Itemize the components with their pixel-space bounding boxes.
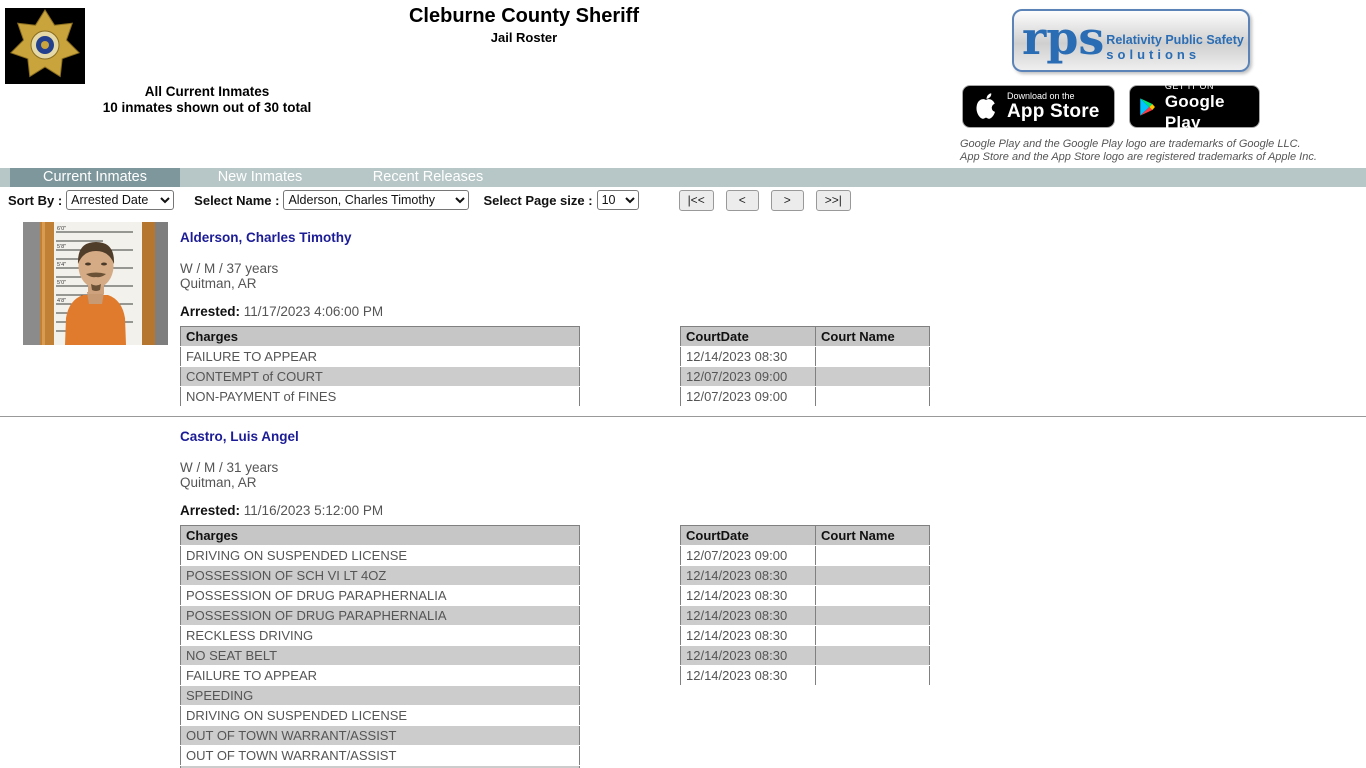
summary-line2: 10 inmates shown out of 30 total	[102, 100, 312, 115]
arrested-datetime: 11/17/2023 4:06:00 PM	[243, 304, 384, 319]
court-date-row: 12/14/2023 08:30	[680, 625, 930, 646]
google-play-line1: GET IT ON	[1164, 80, 1215, 91]
charges-header: Charges	[180, 326, 580, 347]
rps-logo: rps Relativity Public Safety solutions	[1012, 9, 1250, 72]
svg-text:6'0": 6'0"	[57, 226, 66, 232]
inmate-list: 6'0" 5'8" 5'4" 5'0" 4'8" Alderson, C	[0, 218, 1366, 768]
google-play-icon	[1140, 97, 1155, 116]
app-store-badge[interactable]: Download on the App Store	[962, 85, 1115, 128]
court-date-row: 12/14/2023 08:30	[680, 585, 930, 606]
court-date-row: 12/07/2023 09:00	[680, 366, 930, 387]
google-play-badge[interactable]: GET IT ON Google Play	[1129, 81, 1260, 132]
charge-row: DRIVING ON SUSPENDED LICENSE	[180, 545, 580, 566]
charges-header: Charges	[180, 525, 580, 546]
charge-row: OUT OF TOWN WARRANT/ASSIST	[180, 725, 580, 746]
svg-text:5'4": 5'4"	[57, 262, 66, 268]
sheriff-star-icon	[5, 8, 85, 84]
svg-text:5'8": 5'8"	[57, 244, 66, 250]
charge-row: POSSESSION OF SCH VI LT 4OZ	[180, 565, 580, 586]
court-date-row: 12/14/2023 08:30	[680, 645, 930, 666]
charge-row: NON-PAYMENT of FINES	[180, 386, 580, 407]
rps-brand-text: rps	[1022, 10, 1105, 65]
tab-current-inmates[interactable]: Current Inmates	[10, 168, 180, 187]
charge-row: FAILURE TO APPEAR	[180, 665, 580, 686]
charge-row: CONTEMPT of COURT	[180, 366, 580, 387]
rps-tagline1: Relativity Public Safety	[1106, 33, 1244, 47]
roster-summary: All Current Inmates 10 inmates shown out…	[0, 84, 414, 116]
charge-row: POSSESSION OF DRUG PARAPHERNALIA	[180, 585, 580, 606]
charge-row: RECKLESS DRIVING	[180, 625, 580, 646]
select-name-select[interactable]: Alderson, Charles Timothy	[283, 190, 470, 210]
first-page-button[interactable]: |<<	[678, 189, 714, 211]
page-subtitle: Jail Roster	[490, 30, 558, 45]
court-date-row: 12/07/2023 09:00	[680, 545, 930, 566]
trademark-disclaimer: Google Play and the Google Play logo are…	[960, 138, 1320, 163]
court-date-row: 12/14/2023 08:30	[680, 565, 930, 586]
charges-table: Charges FAILURE TO APPEAR CONTEMPT of COU…	[180, 326, 580, 407]
court-date-row: 12/14/2023 08:30	[680, 665, 930, 686]
inmate-section: 6'0"5'8" 5'4"5'0" 4'8" Castro, Lui	[0, 416, 1366, 768]
svg-text:4'8": 4'8"	[57, 298, 66, 304]
tab-recent-releases[interactable]: Recent Releases	[372, 169, 484, 185]
app-store-line1: Download on the	[1007, 91, 1075, 101]
charge-row: FAILURE TO APPEAR	[180, 346, 580, 367]
inmate-demographics: W / M / 37 years	[180, 261, 279, 276]
select-name-label: Select Name :	[194, 192, 280, 208]
charge-row: POSSESSION OF METH OR COCAINE GT 2GM BUT…	[180, 765, 580, 768]
court-date-row: 12/14/2023 08:30	[680, 605, 930, 626]
store-badges: Download on the App Store GET IT ON Goog…	[962, 81, 1260, 132]
sort-by-label: Sort By :	[8, 192, 63, 208]
page-title: Cleburne County Sheriff	[408, 5, 639, 27]
inmate-section: 6'0" 5'8" 5'4" 5'0" 4'8" Alderson, C	[0, 218, 1366, 416]
arrested-label: Arrested:	[180, 503, 241, 518]
mugshot-photo: 6'0" 5'8" 5'4" 5'0" 4'8"	[23, 222, 168, 345]
roster-controls: Sort By : Arrested Date Select Name : Al…	[8, 189, 851, 211]
arrested-datetime: 11/16/2023 5:12:00 PM	[243, 503, 384, 518]
arrested-label: Arrested:	[180, 304, 241, 319]
next-page-button[interactable]: >	[770, 189, 804, 211]
inmate-name-link[interactable]: Castro, Luis Angel	[180, 429, 299, 444]
court-date-row: 12/07/2023 09:00	[680, 386, 930, 407]
apple-icon	[976, 92, 999, 119]
charge-row: OUT OF TOWN WARRANT/ASSIST	[180, 745, 580, 766]
prev-page-button[interactable]: <	[725, 189, 759, 211]
pagination: |<< < > >>|	[678, 189, 851, 211]
nav-bar: Current Inmates New Inmates Recent Relea…	[0, 168, 1366, 187]
page-size-select[interactable]: 10	[596, 190, 639, 210]
charges-table: Charges DRIVING ON SUSPENDED LICENSE POSS…	[180, 525, 580, 768]
page-size-label: Select Page size :	[483, 192, 593, 208]
inmate-city: Quitman, AR	[180, 276, 257, 291]
court-dates-table: CourtDate Court Name 12/14/2023 08:30 12/…	[680, 326, 930, 407]
court-dates-table: CourtDate Court Name 12/07/2023 09:00 12/…	[680, 525, 930, 686]
court-date-row: 12/14/2023 08:30	[680, 346, 930, 367]
rps-tagline2: solutions	[1106, 47, 1201, 62]
disclaimer-line1: Google Play and the Google Play logo are…	[960, 138, 1301, 150]
svg-text:5'0": 5'0"	[57, 280, 66, 286]
court-date-header: CourtDate	[680, 525, 816, 546]
mugshot-image: 6'0" 5'8" 5'4" 5'0" 4'8"	[23, 222, 168, 345]
inmate-name-link[interactable]: Alderson, Charles Timothy	[180, 230, 352, 245]
summary-line1: All Current Inmates	[144, 84, 270, 99]
court-name-header: Court Name	[815, 525, 930, 546]
charge-row: SPEEDING	[180, 685, 580, 706]
google-play-line2: Google Play	[1164, 91, 1225, 132]
charge-row: NO SEAT BELT	[180, 645, 580, 666]
charge-row: DRIVING ON SUSPENDED LICENSE	[180, 705, 580, 726]
last-page-button[interactable]: >>|	[815, 189, 851, 211]
charge-row: POSSESSION OF DRUG PARAPHERNALIA	[180, 605, 580, 626]
tab-new-inmates[interactable]: New Inmates	[217, 169, 303, 185]
inmate-city: Quitman, AR	[180, 475, 257, 490]
sheriff-badge-logo	[5, 8, 85, 84]
sort-by-select[interactable]: Arrested Date	[66, 190, 175, 210]
inmate-demographics: W / M / 31 years	[180, 460, 279, 475]
court-name-header: Court Name	[815, 326, 930, 347]
app-store-line2: App Store	[1007, 101, 1100, 122]
disclaimer-line2: App Store and the App Store logo are reg…	[960, 150, 1317, 163]
header: Cleburne County Sheriff Jail Roster	[85, 5, 963, 45]
court-date-header: CourtDate	[680, 326, 816, 347]
